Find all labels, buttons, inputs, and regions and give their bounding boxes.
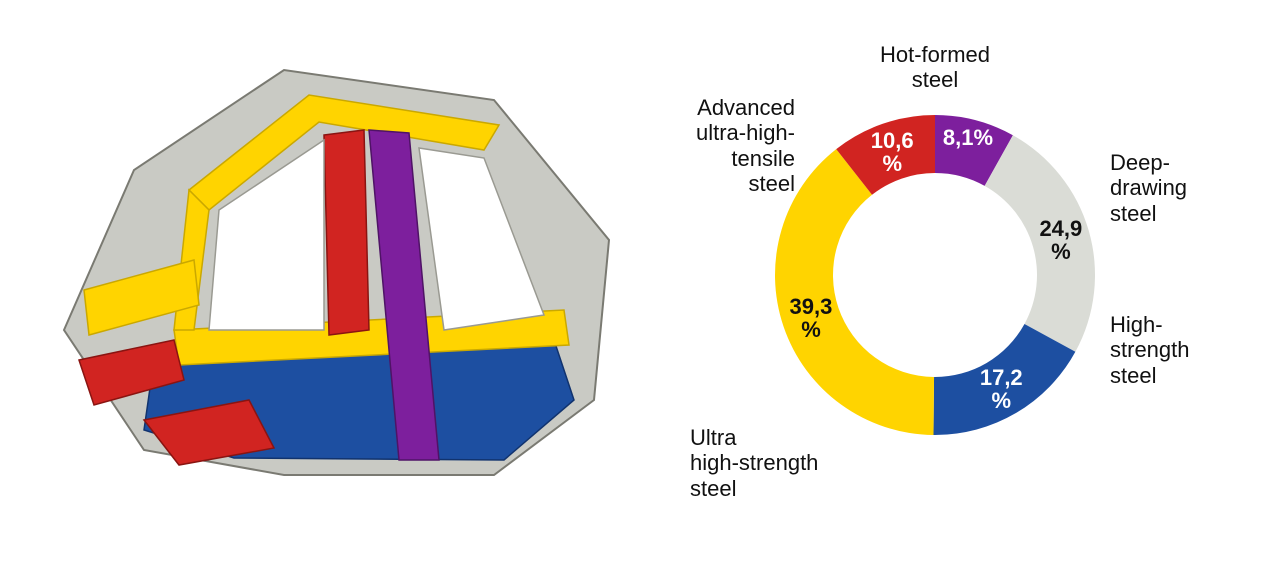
label-deep-drawing: Deep- drawing steel xyxy=(1110,150,1260,226)
label-ultra-high: Ultra high-strength steel xyxy=(690,425,860,501)
label-deep-drawing-l1: Deep- xyxy=(1110,150,1170,175)
car-body-svg xyxy=(24,30,634,500)
donut-hole xyxy=(834,174,1037,377)
donut-svg xyxy=(770,110,1100,440)
label-deep-drawing-l2: drawing xyxy=(1110,175,1187,200)
label-hot-formed: Hot-formed steel xyxy=(860,42,1010,93)
label-deep-drawing-l3: steel xyxy=(1110,201,1156,226)
label-high-strength: High- strength steel xyxy=(1110,312,1260,388)
label-adv-ultra-l3: tensile xyxy=(731,146,795,171)
label-high-strength-l2: strength xyxy=(1110,337,1190,362)
label-ultra-high-l1: Ultra xyxy=(690,425,736,450)
zone-advanced-bpillar-foot xyxy=(324,130,369,335)
label-hot-formed-l2: steel xyxy=(912,67,958,92)
label-high-strength-l1: High- xyxy=(1110,312,1163,337)
label-adv-ultra-l2: ultra-high- xyxy=(696,120,795,145)
label-high-strength-l3: steel xyxy=(1110,363,1156,388)
label-adv-ultra-l4: steel xyxy=(749,171,795,196)
steel-composition-donut xyxy=(770,110,1100,440)
car-body-illustration xyxy=(24,30,634,500)
label-hot-formed-l1: Hot-formed xyxy=(880,42,990,67)
label-adv-ultra: Advanced ultra-high- tensile steel xyxy=(655,95,795,196)
label-ultra-high-l3: steel xyxy=(690,476,736,501)
label-adv-ultra-l1: Advanced xyxy=(697,95,795,120)
stage: Hot-formed steel Deep- drawing steel Hig… xyxy=(0,0,1280,587)
label-ultra-high-l2: high-strength xyxy=(690,450,818,475)
